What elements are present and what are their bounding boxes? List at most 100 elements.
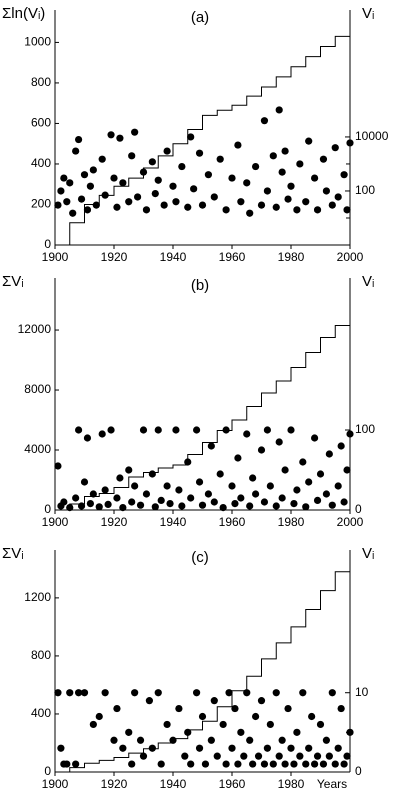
scatter-point [313, 206, 322, 214]
x-tick-label: 1960 [219, 777, 246, 791]
scatter-point [72, 147, 80, 155]
scatter-point [175, 486, 183, 494]
y2-tick-label: 100 [355, 183, 375, 197]
scatter-point [198, 201, 207, 209]
scatter-point [89, 490, 97, 498]
scatter-point [287, 426, 295, 434]
x-tick-label: 1900 [42, 777, 69, 791]
scatter-point [231, 500, 239, 508]
scatter-point [322, 736, 330, 744]
scatter-point [343, 466, 351, 474]
scatter-point [151, 189, 159, 198]
x-axis-label: Years [317, 777, 347, 791]
x-tick-label: 2000 [337, 250, 364, 264]
scatter-point [284, 704, 292, 713]
scatter-point [272, 502, 280, 510]
scatter-point [86, 182, 94, 190]
scatter-point [113, 494, 121, 502]
scatter-point [228, 174, 236, 182]
scatter-point [346, 430, 354, 438]
scatter-point [243, 689, 251, 697]
y-tick-label: 0 [44, 764, 51, 778]
scatter-point [331, 144, 339, 152]
scatter-point [60, 174, 68, 182]
cumulative-line [55, 552, 351, 773]
scatter-point [66, 689, 74, 697]
y2-tick-label: 10 [355, 685, 369, 699]
scatter-point [207, 736, 215, 744]
scatter-point [172, 426, 180, 434]
scatter-point [252, 490, 260, 498]
scatter-point [210, 697, 218, 705]
scatter-point [80, 171, 89, 179]
scatter-point [116, 474, 124, 482]
scatter-point [308, 712, 316, 721]
scatter-point [163, 482, 171, 490]
scatter-point [246, 736, 254, 744]
panel-title: (b) [191, 277, 209, 294]
scatter-point [151, 503, 159, 511]
cumulative-line [55, 26, 351, 246]
scatter-point [110, 174, 118, 182]
y-axis-label: ΣVᵢ [2, 545, 24, 562]
scatter-point [92, 201, 100, 209]
scatter-point [278, 736, 286, 744]
scatter-point [163, 720, 171, 729]
y-tick-label: 600 [31, 116, 51, 130]
scatter-point [287, 744, 295, 752]
y-tick-label: 200 [31, 197, 51, 211]
scatter-point [219, 720, 227, 729]
y-tick-label: 0 [44, 237, 51, 251]
x-tick-label: 1940 [160, 515, 187, 529]
x-tick-label: 1960 [219, 250, 246, 264]
scatter-point [305, 744, 313, 752]
x-tick-label: 1920 [101, 777, 128, 791]
scatter-point [83, 434, 92, 442]
scatter-point [86, 500, 94, 508]
scatter-point [198, 712, 207, 721]
scatter-point [166, 500, 174, 508]
scatter-point [325, 752, 333, 760]
scatter-point [234, 760, 242, 768]
scatter-point [148, 744, 156, 752]
scatter-point [319, 760, 328, 768]
scatter-point [266, 720, 274, 729]
x-tick-label: 1920 [101, 250, 128, 264]
scatter-point [334, 744, 342, 752]
scatter-point [319, 155, 328, 163]
scatter-point [228, 744, 236, 752]
scatter-point [222, 760, 230, 768]
y2-axis-label: Vᵢ [362, 545, 374, 562]
scatter-point [290, 500, 298, 508]
y2-axis-label: Vᵢ [362, 273, 374, 290]
scatter-point [148, 470, 156, 478]
scatter-point [63, 760, 71, 768]
scatter-point [169, 736, 177, 744]
scatter-point [331, 760, 339, 768]
scatter-point [260, 117, 269, 125]
scatter-point [272, 203, 280, 211]
scatter-point [77, 502, 86, 510]
scatter-point [60, 498, 68, 506]
scatter-point [54, 462, 62, 470]
scatter-point [77, 195, 86, 203]
scatter-point [136, 736, 145, 744]
scatter-point [119, 504, 127, 512]
scatter-point [207, 442, 215, 450]
scatter-point [184, 203, 192, 211]
scatter-point [278, 494, 286, 502]
scatter-point [101, 191, 109, 199]
scatter-point [142, 490, 151, 498]
scatter-point [311, 174, 319, 182]
scatter-point [334, 482, 342, 490]
scatter-point [337, 704, 345, 713]
scatter-point [83, 206, 92, 214]
scatter-point [325, 450, 333, 458]
scatter-point [254, 752, 263, 760]
scatter-point [278, 168, 286, 176]
y2-tick-label: 0 [355, 764, 362, 778]
scatter-point [116, 134, 124, 142]
scatter-point [190, 185, 198, 193]
scatter-point [234, 141, 242, 149]
